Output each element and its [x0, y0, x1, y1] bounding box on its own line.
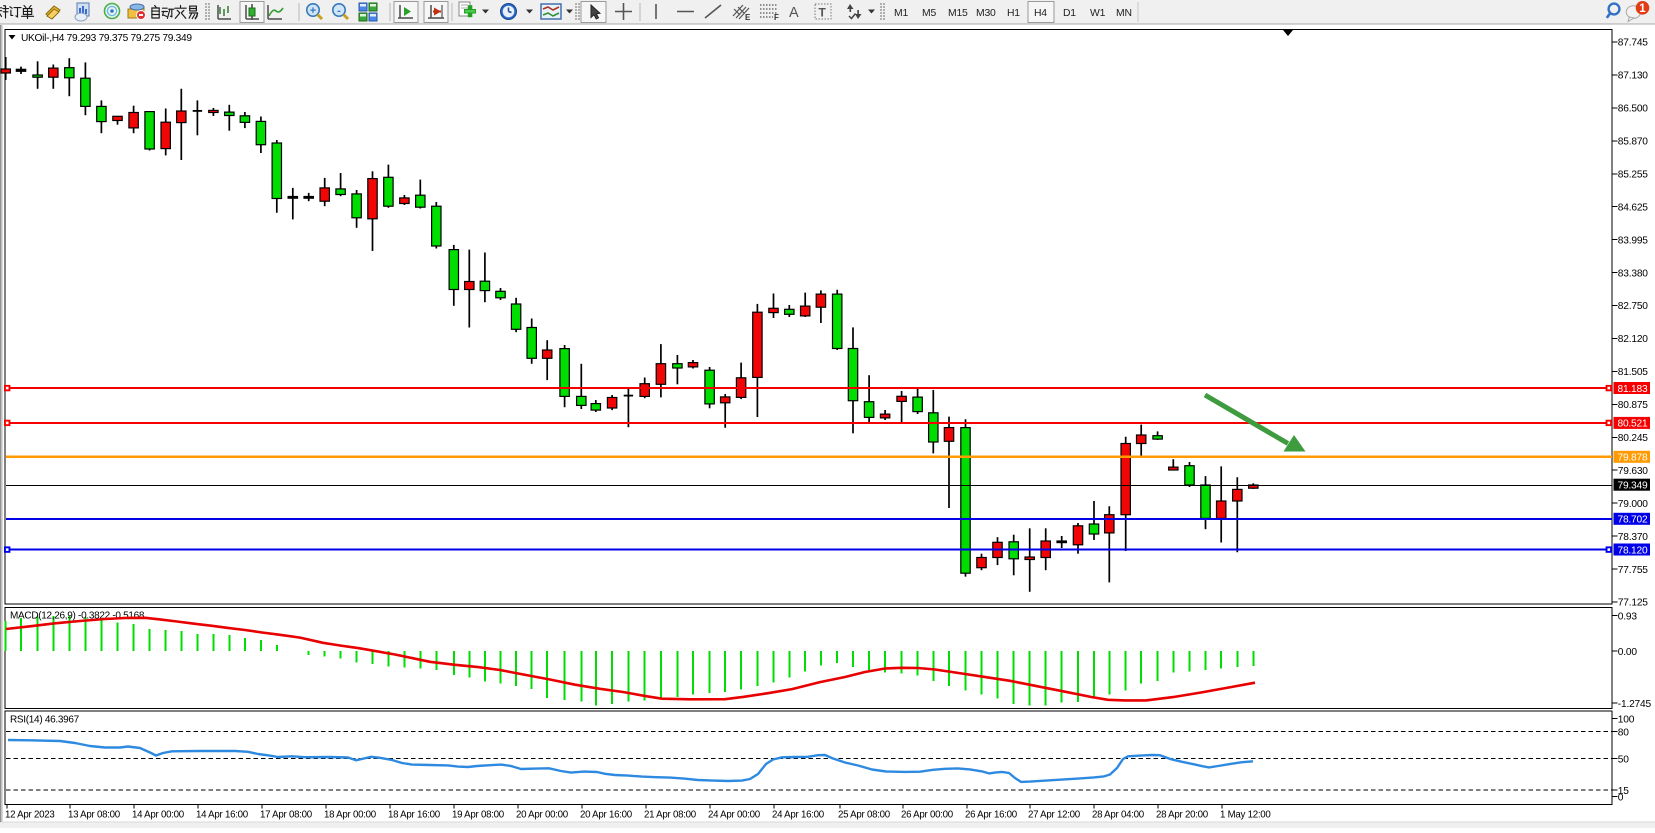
- svg-text:85.255: 85.255: [1618, 170, 1648, 181]
- svg-text:84.625: 84.625: [1618, 202, 1648, 213]
- svg-text:20 Apr 16:00: 20 Apr 16:00: [580, 810, 633, 821]
- svg-text:19 Apr 08:00: 19 Apr 08:00: [452, 810, 505, 821]
- svg-text:87.130: 87.130: [1618, 71, 1648, 82]
- svg-text:D1: D1: [1063, 8, 1076, 19]
- svg-text:81.505: 81.505: [1618, 367, 1648, 378]
- svg-text:0: 0: [1618, 793, 1624, 804]
- svg-text:17 Apr 08:00: 17 Apr 08:00: [260, 810, 313, 821]
- svg-text:F: F: [774, 13, 779, 22]
- svg-text:25 Apr 08:00: 25 Apr 08:00: [838, 810, 891, 821]
- svg-text:UKOil-,H4 79.293 79.375 79.27: UKOil-,H4 79.293 79.375 79.275 79.349: [21, 33, 192, 44]
- svg-text:86.500: 86.500: [1618, 104, 1648, 115]
- svg-text:78.370: 78.370: [1618, 532, 1648, 543]
- svg-text:77.125: 77.125: [1618, 598, 1648, 609]
- svg-text:28 Apr 04:00: 28 Apr 04:00: [1092, 810, 1145, 821]
- svg-text:1: 1: [1639, 3, 1646, 15]
- svg-text:-1.2745: -1.2745: [1618, 699, 1652, 710]
- svg-text:83.995: 83.995: [1618, 235, 1648, 246]
- svg-text:18 Apr 00:00: 18 Apr 00:00: [324, 810, 377, 821]
- svg-text:100: 100: [1618, 715, 1635, 726]
- svg-text:M15: M15: [948, 8, 968, 19]
- svg-text:14 Apr 16:00: 14 Apr 16:00: [196, 810, 249, 821]
- svg-text:E: E: [745, 13, 751, 22]
- svg-text:79.000: 79.000: [1618, 499, 1648, 510]
- svg-text:87.745: 87.745: [1618, 38, 1648, 49]
- svg-text:MN: MN: [1116, 8, 1132, 19]
- svg-text:20 Apr 00:00: 20 Apr 00:00: [516, 810, 569, 821]
- svg-text:26 Apr 16:00: 26 Apr 16:00: [965, 810, 1018, 821]
- svg-text:82.120: 82.120: [1618, 334, 1648, 345]
- svg-text:RSI(14) 46.3967: RSI(14) 46.3967: [10, 715, 80, 726]
- svg-text:18 Apr 16:00: 18 Apr 16:00: [388, 810, 441, 821]
- svg-text:81.183: 81.183: [1618, 384, 1648, 395]
- svg-text:26 Apr 00:00: 26 Apr 00:00: [901, 810, 954, 821]
- svg-text:82.750: 82.750: [1618, 301, 1648, 312]
- svg-text:-: -: [337, 5, 341, 17]
- svg-text:80.245: 80.245: [1618, 433, 1648, 444]
- svg-text:0.93: 0.93: [1618, 611, 1638, 622]
- svg-text:13 Apr 08:00: 13 Apr 08:00: [68, 810, 121, 821]
- svg-text:24 Apr 00:00: 24 Apr 00:00: [708, 810, 761, 821]
- svg-text:78.702: 78.702: [1618, 515, 1648, 526]
- svg-text:79.349: 79.349: [1618, 481, 1648, 492]
- svg-text:T: T: [819, 6, 827, 20]
- svg-text:78.120: 78.120: [1618, 545, 1648, 556]
- svg-text:21 Apr 08:00: 21 Apr 08:00: [644, 810, 697, 821]
- svg-text:27 Apr 12:00: 27 Apr 12:00: [1028, 810, 1081, 821]
- svg-text:1 May 12:00: 1 May 12:00: [1220, 810, 1271, 821]
- svg-text:85.870: 85.870: [1618, 137, 1648, 148]
- svg-text:80.875: 80.875: [1618, 400, 1648, 411]
- svg-text:80: 80: [1618, 728, 1629, 739]
- svg-text:M1: M1: [894, 8, 908, 19]
- svg-text:+: +: [310, 5, 316, 17]
- svg-text:24 Apr 16:00: 24 Apr 16:00: [772, 810, 825, 821]
- svg-text:14 Apr 00:00: 14 Apr 00:00: [132, 810, 185, 821]
- svg-text:79.630: 79.630: [1618, 466, 1648, 477]
- svg-text:M30: M30: [976, 8, 996, 19]
- svg-text:80.521: 80.521: [1618, 419, 1648, 430]
- svg-text:A: A: [789, 5, 799, 21]
- svg-text:79.878: 79.878: [1618, 453, 1648, 464]
- svg-text:50: 50: [1618, 755, 1629, 766]
- svg-text:12 Apr 2023: 12 Apr 2023: [5, 810, 55, 821]
- svg-text:0.00: 0.00: [1618, 647, 1638, 658]
- svg-text:83.380: 83.380: [1618, 268, 1648, 279]
- svg-text:H1: H1: [1007, 8, 1020, 19]
- svg-text:M5: M5: [922, 8, 936, 19]
- svg-text:28 Apr 20:00: 28 Apr 20:00: [1156, 810, 1209, 821]
- svg-text:H4: H4: [1034, 8, 1047, 19]
- svg-text:77.755: 77.755: [1618, 565, 1648, 576]
- svg-text:W1: W1: [1090, 8, 1106, 19]
